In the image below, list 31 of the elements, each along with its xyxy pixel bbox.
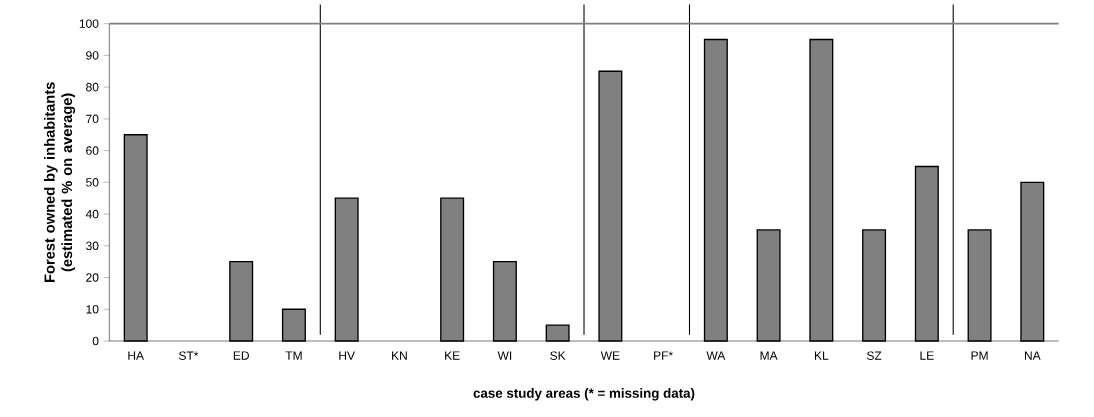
x-tick-label: PF* [654, 351, 673, 360]
y-tick-label: 90 [86, 51, 99, 60]
x-tick-label: HA [128, 351, 145, 360]
x-tick-label: MA [760, 351, 778, 360]
y-tick-label: 0 [92, 336, 99, 346]
y-tick-label: 70 [86, 114, 99, 124]
x-tick-label: HV [339, 351, 355, 360]
y-tick-label: 30 [86, 241, 99, 251]
x-tick-label: LE [920, 351, 934, 360]
y-axis-title: Forest owned by inhabitants (estimated % on average) [44, 82, 76, 282]
x-axis-title: case study areas (* = missing data) [473, 388, 695, 401]
y-tick-label: 10 [86, 305, 99, 314]
x-tick-label: ST* [178, 351, 199, 360]
x-tick-label: KE [445, 351, 460, 360]
y-tick-label: 40 [85, 209, 99, 219]
x-tick-label: KN [392, 351, 407, 360]
x-tick-label: SK [550, 351, 566, 360]
y-tick-label: 20 [86, 273, 99, 282]
x-tick-label: TM [285, 351, 302, 360]
x-tick-label: ED [233, 351, 249, 360]
y-tick-label: 60 [86, 146, 99, 155]
x-tick-label: PM [971, 351, 988, 360]
y-tick-label: 50 [86, 178, 99, 187]
y-tick-label: 80 [86, 82, 99, 92]
x-tick-label: WE [600, 351, 620, 360]
y-tick-label: 100 [79, 19, 99, 28]
x-tick-label: SZ [866, 351, 882, 360]
x-tick-label: NA [1024, 351, 1041, 360]
x-tick-label: WA [706, 351, 726, 360]
x-tick-label: WI [497, 351, 512, 360]
x-tick-label: KL [814, 351, 829, 360]
